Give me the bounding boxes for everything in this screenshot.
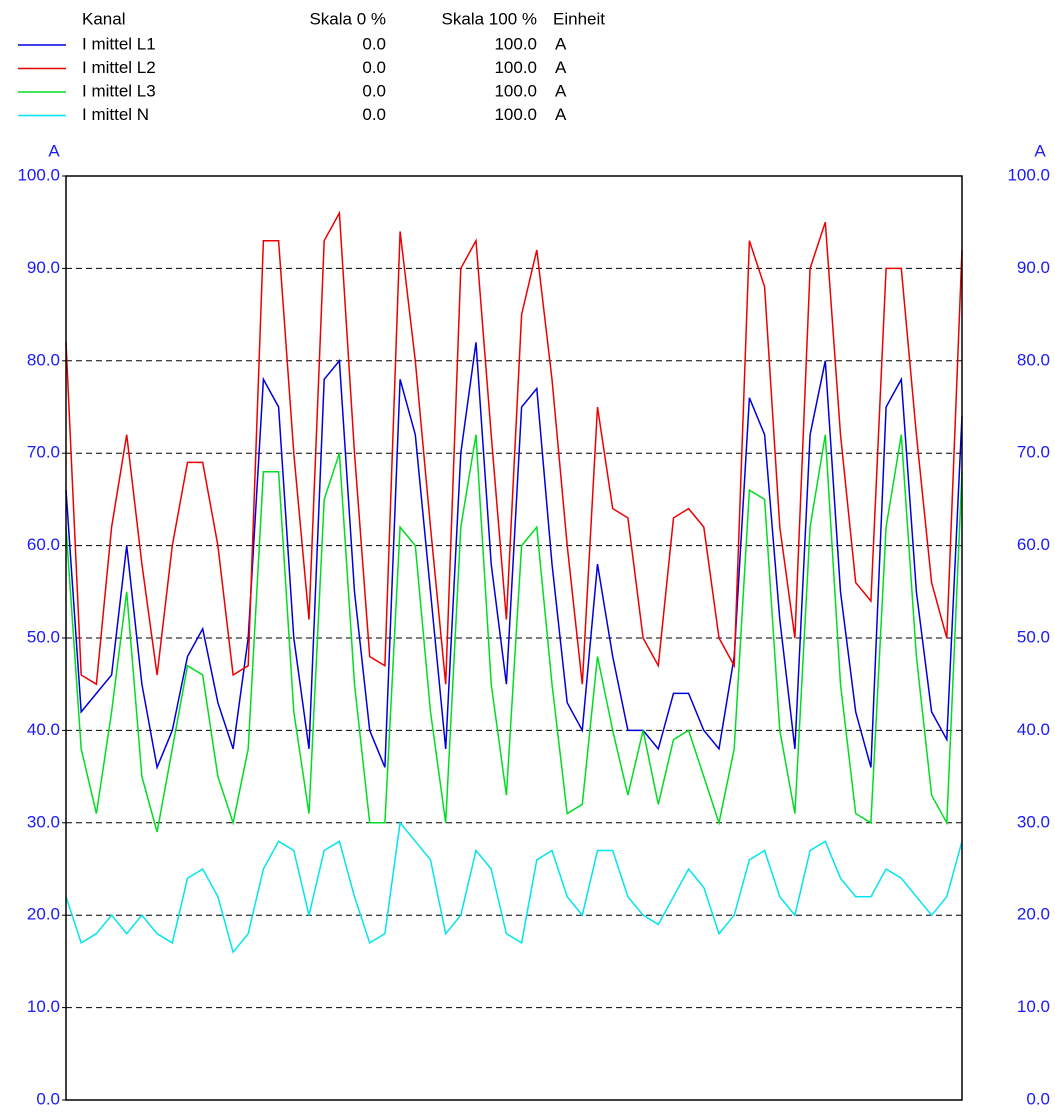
y2-tick-label: 80.0 [1017, 350, 1050, 369]
legend-name: I mittel L3 [82, 81, 156, 100]
legend-scale-100: 100.0 [494, 58, 537, 77]
y-tick-label: 50.0 [27, 627, 60, 646]
y2-tick-label: 60.0 [1017, 535, 1050, 554]
y2-tick-label: 50.0 [1017, 627, 1050, 646]
y-tick-label: 0.0 [36, 1089, 60, 1108]
legend-unit: A [555, 58, 567, 77]
series-line [65, 210, 963, 686]
y2-tick-label: 0.0 [1026, 1089, 1050, 1108]
legend-scale-0: 0.0 [362, 58, 386, 77]
series-line [65, 342, 963, 771]
y-tick-label: 40.0 [27, 720, 60, 739]
y2-tick-label: 100.0 [1007, 165, 1050, 184]
legend-name: I mittel L2 [82, 58, 156, 77]
y-axis-unit: A [48, 141, 60, 160]
legend-unit: A [555, 81, 567, 100]
legend-scale-0: 0.0 [362, 34, 386, 53]
y-tick-label: 100.0 [17, 165, 60, 184]
legend-name: I mittel N [82, 105, 149, 124]
series-line [65, 820, 963, 954]
y2-tick-label: 10.0 [1017, 997, 1050, 1016]
y2-tick-label: 90.0 [1017, 258, 1050, 277]
y2-tick-label: 30.0 [1017, 812, 1050, 831]
y2-tick-label: 70.0 [1017, 443, 1050, 462]
y-tick-label: 70.0 [27, 443, 60, 462]
legend-unit: A [555, 34, 567, 53]
plot-frame [65, 175, 963, 1101]
legend-scale-0: 0.0 [362, 105, 386, 124]
legend-header: Kanal [82, 9, 125, 28]
series-line [65, 434, 963, 833]
y-tick-label: 60.0 [27, 535, 60, 554]
y-tick-label: 90.0 [27, 258, 60, 277]
legend-scale-0: 0.0 [362, 81, 386, 100]
y-tick-label: 30.0 [27, 812, 60, 831]
y2-axis-unit: A [1034, 141, 1046, 160]
legend-scale-100: 100.0 [494, 81, 537, 100]
y-tick-label: 20.0 [27, 905, 60, 924]
y-tick-label: 10.0 [27, 997, 60, 1016]
legend-scale-100: 100.0 [494, 105, 537, 124]
legend-header: Skala 0 % [309, 9, 386, 28]
y2-tick-label: 20.0 [1017, 905, 1050, 924]
legend-name: I mittel L1 [82, 34, 156, 53]
y-tick-label: 80.0 [27, 350, 60, 369]
y2-tick-label: 40.0 [1017, 720, 1050, 739]
legend-scale-100: 100.0 [494, 34, 537, 53]
legend-unit: A [555, 105, 567, 124]
legend-header: Einheit [553, 9, 605, 28]
legend-header: Skala 100 % [442, 9, 537, 28]
